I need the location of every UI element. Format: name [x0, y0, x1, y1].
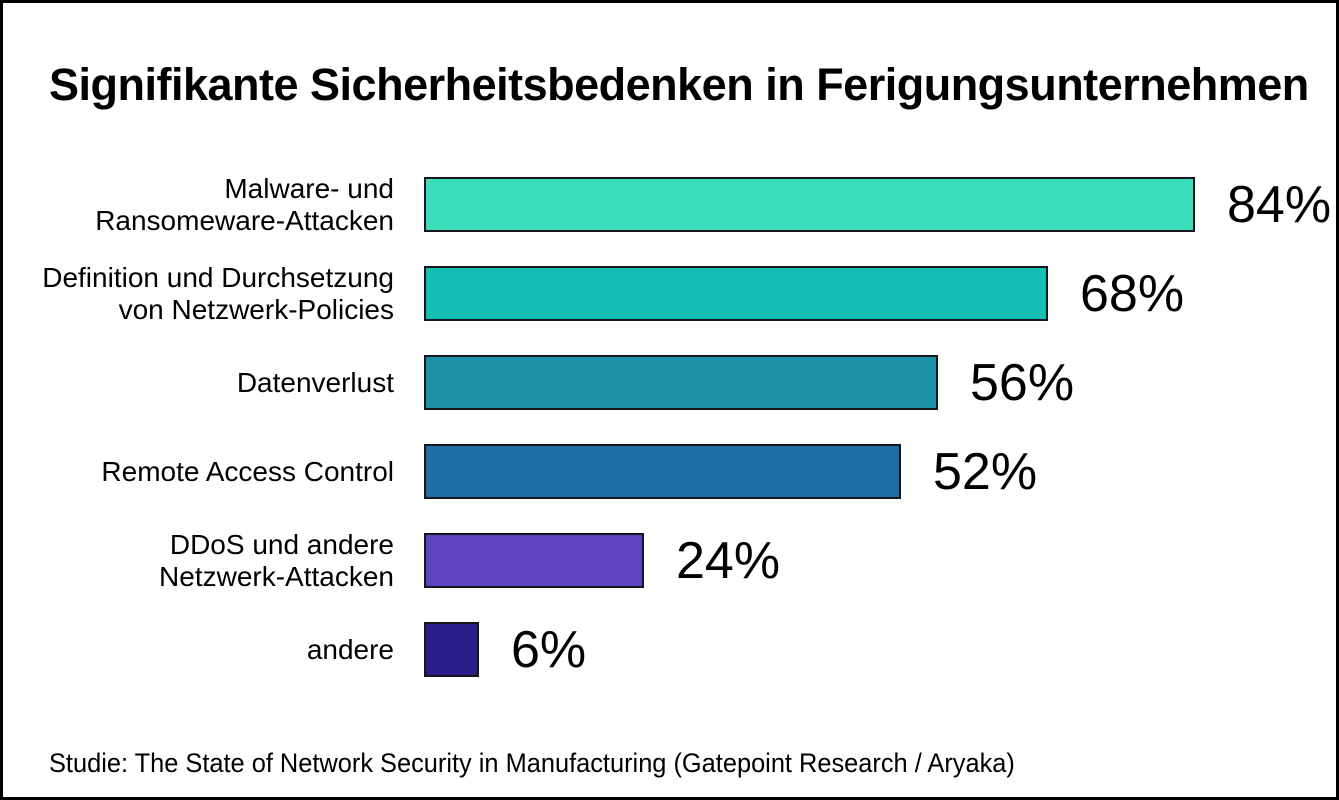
- source-note: Studie: The State of Network Security in…: [49, 748, 1015, 778]
- bar-chart: Malware- und Ransomeware-Attacken 84% Defi…: [3, 160, 1336, 694]
- chart-title: Signifikante Sicherheitsbedenken in Feri…: [49, 59, 1309, 110]
- bar-row: Definition und Durchsetzung von Netzwerk…: [3, 249, 1336, 338]
- value-label: 84%: [1227, 175, 1332, 234]
- category-label: Remote Access Control: [101, 455, 394, 487]
- value-label: 24%: [676, 531, 781, 590]
- category-label: Definition und Durchsetzung von Netzwerk…: [42, 261, 394, 325]
- bar: [424, 533, 644, 588]
- value-label: 6%: [511, 620, 587, 679]
- category-label: Datenverlust: [236, 366, 394, 398]
- bar: [424, 266, 1048, 321]
- bar: [424, 355, 938, 410]
- bar: [424, 622, 479, 677]
- bar-row: Datenverlust 56%: [3, 338, 1336, 427]
- value-label: 52%: [933, 442, 1038, 501]
- bar: [424, 177, 1195, 232]
- value-label: 56%: [970, 353, 1075, 412]
- category-label: andere: [306, 633, 394, 665]
- value-label: 68%: [1080, 264, 1185, 323]
- bar-row: Malware- und Ransomeware-Attacken 84%: [3, 160, 1336, 249]
- bar-row: andere 6%: [3, 605, 1336, 694]
- bar-row: Remote Access Control 52%: [3, 427, 1336, 516]
- category-label: DDoS und andere Netzwerk-Attacken: [159, 528, 394, 592]
- bar: [424, 444, 901, 499]
- category-label: Malware- und Ransomeware-Attacken: [95, 172, 394, 236]
- bar-row: DDoS und andere Netzwerk-Attacken 24%: [3, 516, 1336, 605]
